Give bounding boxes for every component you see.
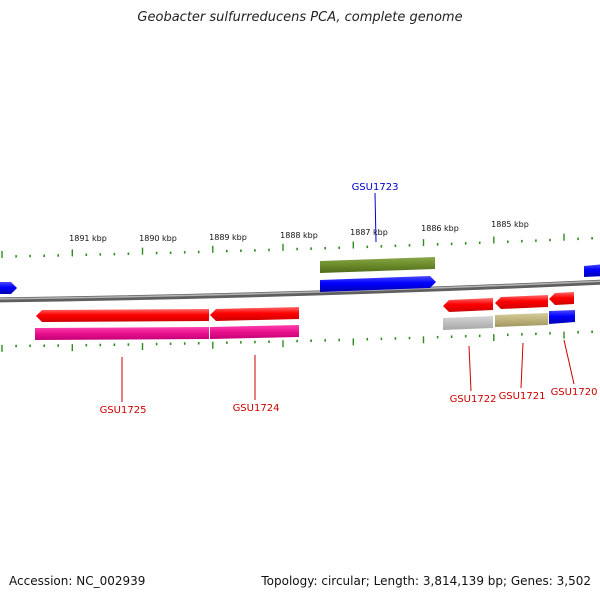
feature-gsu1720-blue[interactable]: [549, 310, 575, 324]
leader-gsu1721: [520, 342, 524, 389]
gene-label-gsu1724[interactable]: GSU1724: [233, 403, 280, 414]
leader-gsu1722: [468, 345, 472, 392]
gene-label-gsu1723[interactable]: GSU1723: [352, 182, 399, 193]
gene-labels: GSU1723 GSU1725 GSU1724 GSU1722 GSU1721 …: [100, 182, 598, 416]
upper-tick-ruler: [1, 233, 593, 258]
genome-summary-text: Topology: circular; Length: 3,814,139 bp…: [261, 574, 591, 588]
kbp-labels: 1891 kbp 1890 kbp 1889 kbp 1888 kbp 1887…: [69, 220, 529, 243]
feature-gsu1722-red[interactable]: [443, 298, 493, 312]
feature-gsu1724-red[interactable]: [210, 307, 299, 321]
feature-gsu1725-red[interactable]: [36, 309, 209, 322]
gene-label-gsu1720[interactable]: GSU1720: [551, 387, 598, 398]
accession-text: Accession: NC_002939: [9, 574, 146, 588]
gene-leader-lines: [121, 192, 575, 402]
leader-gsu1720: [563, 339, 575, 385]
kbp-label-1888: 1888 kbp: [280, 231, 318, 240]
feature-right-edge-blue[interactable]: [584, 264, 600, 277]
feature-gsu1722-gray[interactable]: [443, 316, 493, 330]
feature-gsu1721-red[interactable]: [495, 295, 548, 309]
genome-title: Geobacter sulfurreducens PCA, complete g…: [137, 10, 463, 25]
feature-gsu1720-red[interactable]: [549, 292, 574, 305]
gene-label-gsu1721[interactable]: GSU1721: [499, 391, 546, 402]
genome-backbone: [0, 279, 600, 303]
gene-label-gsu1725[interactable]: GSU1725: [100, 405, 147, 416]
feature-gsu1723-blue[interactable]: [320, 276, 436, 292]
feature-gsu1723-olive[interactable]: [320, 257, 435, 273]
feature-gsu1725-pink[interactable]: [35, 327, 209, 340]
gene-label-gsu1722[interactable]: GSU1722: [450, 394, 497, 405]
kbp-label-1891: 1891 kbp: [69, 234, 107, 243]
feature-gsu1721-khaki[interactable]: [495, 313, 548, 327]
kbp-label-1885: 1885 kbp: [491, 220, 529, 229]
lower-tick-ruler: [1, 330, 593, 352]
kbp-label-1887: 1887 kbp: [350, 228, 388, 237]
kbp-label-1886: 1886 kbp: [421, 224, 459, 233]
kbp-label-1889: 1889 kbp: [209, 233, 247, 242]
kbp-label-1890: 1890 kbp: [139, 234, 177, 243]
feature-gsu1724-pink[interactable]: [210, 325, 299, 339]
feature-left-edge-blue[interactable]: [0, 282, 17, 294]
leader-gsu1723: [374, 192, 377, 243]
